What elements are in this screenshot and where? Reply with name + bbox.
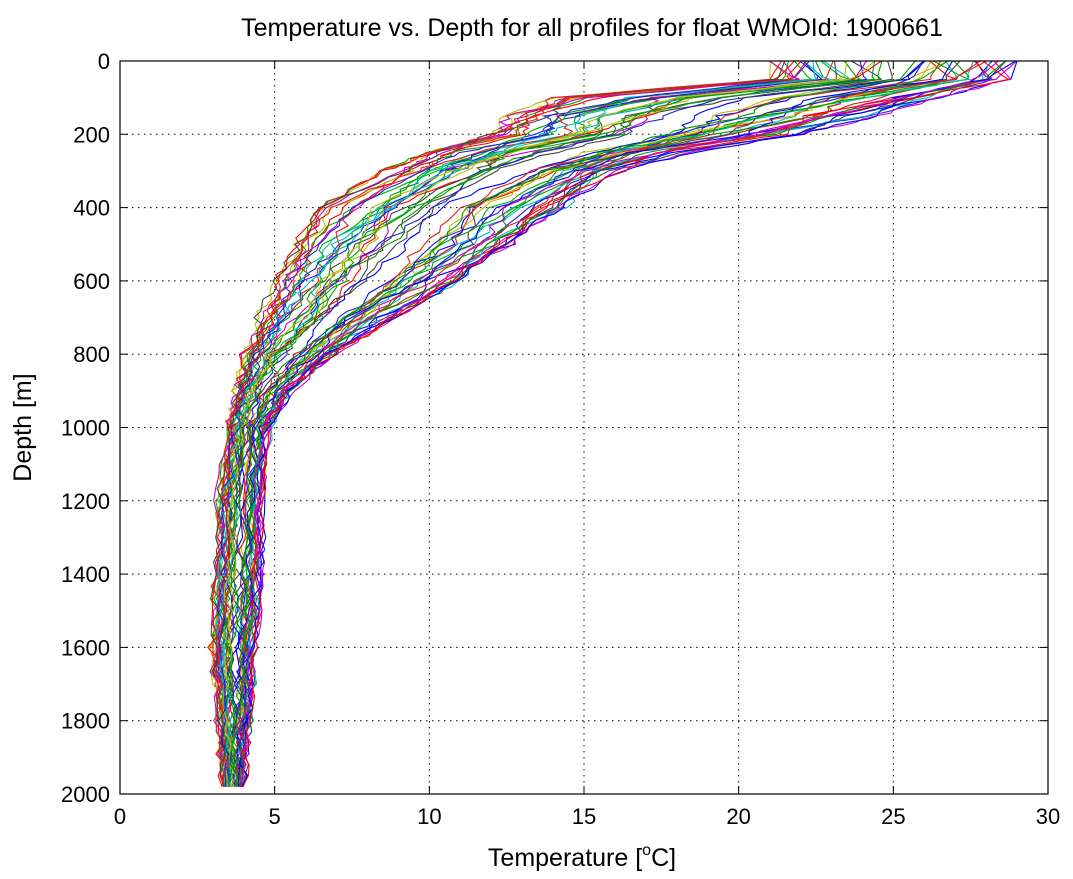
profile-line [222,60,848,787]
y-tick-label: 1400 [61,562,110,587]
y-axis-label: Depth [m] [9,373,37,481]
profile-line [215,60,834,787]
profile-line [239,60,1018,787]
ticks: 0 5 10 15 20 25 30 0 200 400 600 800 1000 1200 1400 160… [61,49,1060,829]
profile-line [238,60,987,787]
profile-line [236,60,953,787]
profile-line [234,60,942,787]
profile-line [211,60,789,787]
profile-line [227,60,862,787]
profile-line [211,60,800,787]
y-tick-label: 0 [98,49,110,74]
x-tick-label: 20 [726,804,750,829]
y-tick-label: 200 [73,122,110,147]
x-axis-label-main: Temperature [ [488,844,642,872]
profile-line [210,60,786,787]
profile-line [212,60,802,787]
profile-line [224,60,882,787]
y-tick-label: 600 [73,269,110,294]
y-tick-label: 1000 [61,416,110,441]
profile-line [236,60,981,787]
profile-line [238,60,1011,787]
x-axis-label-unit: C] [651,844,676,872]
x-axis-label-superscript: o [642,842,651,859]
y-tick-label: 1800 [61,709,110,734]
profile-line [223,60,868,787]
profile-line [233,60,948,787]
y-tick-label: 2000 [61,782,110,807]
y-tick-label: 800 [73,342,110,367]
y-tick-label: 1200 [61,489,110,514]
y-tick-label: 1600 [61,635,110,660]
profile-line [222,60,875,787]
x-tick-label: 25 [881,804,905,829]
x-tick-label: 0 [114,804,126,829]
profile-line [224,60,883,787]
profile-line [227,60,926,787]
profile-line [240,60,1006,787]
profile-line [206,60,795,787]
profile-line [239,60,1016,787]
profile-line [236,60,999,787]
profile-line [239,60,993,787]
profile-lines [206,60,1018,787]
grid [120,61,1048,794]
profile-line [209,60,797,787]
profile-line [214,60,807,787]
x-tick-label: 30 [1036,804,1060,829]
x-tick-label: 15 [572,804,596,829]
y-tick-label: 400 [73,196,110,221]
x-tick-label: 10 [417,804,441,829]
profile-line [210,60,783,787]
profile-line [209,60,800,787]
profile-line [216,60,818,787]
profile-line [217,60,810,787]
profile-line [216,60,830,787]
profile-line [229,60,916,787]
profile-line [216,60,823,787]
profile-line [218,60,837,787]
x-axis-label: Temperature [oC] [488,842,676,872]
profile-line [239,60,1007,787]
profile-line [217,60,819,787]
x-tick-label: 5 [269,804,281,829]
chart-title: Temperature vs. Depth for all profiles f… [241,14,943,42]
profile-line [215,60,824,787]
profile-line [213,60,814,787]
profile-line [240,60,992,787]
